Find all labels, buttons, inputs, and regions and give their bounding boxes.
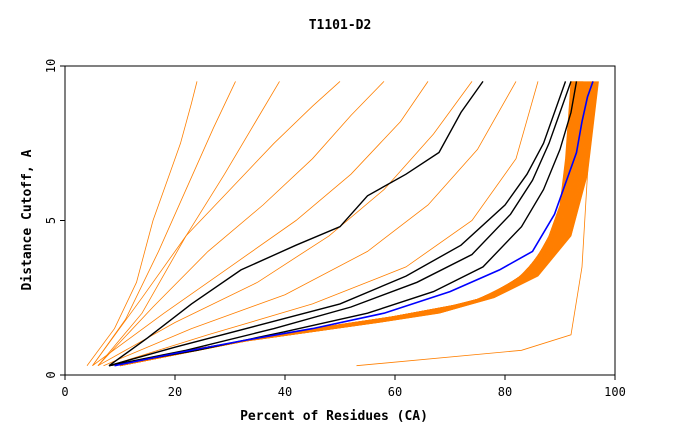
x-axis: 0 20 40 60 80 100 bbox=[61, 375, 626, 399]
chart-title: T1101-D2 bbox=[309, 18, 372, 33]
model-curve-mid bbox=[97, 81, 385, 366]
y-tick-label: 10 bbox=[44, 59, 58, 73]
model-curve-mid bbox=[92, 81, 341, 366]
plot-frame bbox=[64, 65, 616, 376]
model-curve-bundle bbox=[119, 81, 573, 367]
model-curve-steep bbox=[97, 81, 280, 366]
model-curve-steep bbox=[92, 81, 236, 366]
model-curve-bundle bbox=[119, 81, 574, 367]
y-axis: 0 5 10 bbox=[44, 59, 65, 379]
highlight-curve bbox=[108, 80, 484, 367]
model-curve-bundle bbox=[119, 81, 573, 367]
x-tick-label: 20 bbox=[168, 385, 182, 399]
highlight-curve bbox=[108, 81, 572, 367]
model-curve-bundle bbox=[119, 81, 572, 367]
highlight-curve bbox=[108, 81, 567, 367]
plot-area bbox=[86, 80, 599, 367]
y-tick-label: 5 bbox=[44, 217, 58, 224]
x-tick-label: 80 bbox=[498, 385, 512, 399]
model-curve-bundle bbox=[119, 81, 575, 367]
model-curve-bundle bbox=[119, 81, 573, 367]
y-axis-title: Distance Cutoff, A bbox=[20, 149, 35, 290]
x-axis-title: Percent of Residues (CA) bbox=[240, 409, 428, 424]
x-tick-label: 40 bbox=[278, 385, 292, 399]
model-curve-outlier bbox=[356, 81, 594, 367]
model-curve-bundle bbox=[119, 81, 572, 367]
model-curve-mid bbox=[92, 81, 429, 367]
model-curve-bundle bbox=[119, 81, 574, 367]
model-curve-mid bbox=[97, 81, 473, 367]
model-curve-bundle bbox=[119, 81, 574, 367]
y-tick-label: 0 bbox=[44, 371, 58, 378]
model-curve-mid bbox=[108, 81, 539, 367]
reference-curve bbox=[114, 81, 594, 367]
x-tick-label: 60 bbox=[388, 385, 402, 399]
x-tick-label: 0 bbox=[61, 385, 68, 399]
x-tick-label: 100 bbox=[604, 385, 626, 399]
model-curve-mid bbox=[103, 81, 517, 367]
model-curve-steep bbox=[86, 81, 198, 366]
